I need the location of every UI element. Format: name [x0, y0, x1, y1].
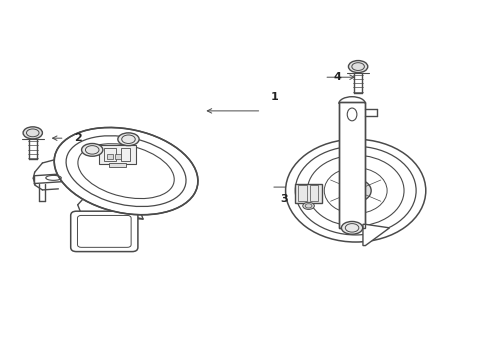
Bar [297, 185, 307, 201]
Text: 3: 3 [280, 194, 288, 204]
Polygon shape [362, 224, 389, 246]
Ellipse shape [81, 144, 102, 156]
Text: 1: 1 [270, 92, 278, 102]
Bar [295, 184, 321, 203]
Bar [106, 154, 112, 159]
Ellipse shape [118, 133, 139, 145]
Ellipse shape [23, 127, 42, 139]
Ellipse shape [302, 202, 314, 210]
Text: 4: 4 [333, 72, 341, 82]
Bar [115, 154, 121, 159]
Ellipse shape [54, 127, 198, 215]
FancyBboxPatch shape [71, 211, 138, 252]
Bar [109, 163, 126, 167]
Bar [338, 102, 365, 228]
Bar [99, 145, 136, 164]
Ellipse shape [340, 179, 370, 202]
Text: 2: 2 [74, 133, 82, 143]
Bar [121, 148, 130, 161]
Ellipse shape [348, 60, 367, 73]
Ellipse shape [341, 221, 362, 234]
Bar [309, 185, 318, 201]
Ellipse shape [285, 139, 425, 242]
Bar [104, 148, 116, 161]
Bar [338, 102, 365, 228]
